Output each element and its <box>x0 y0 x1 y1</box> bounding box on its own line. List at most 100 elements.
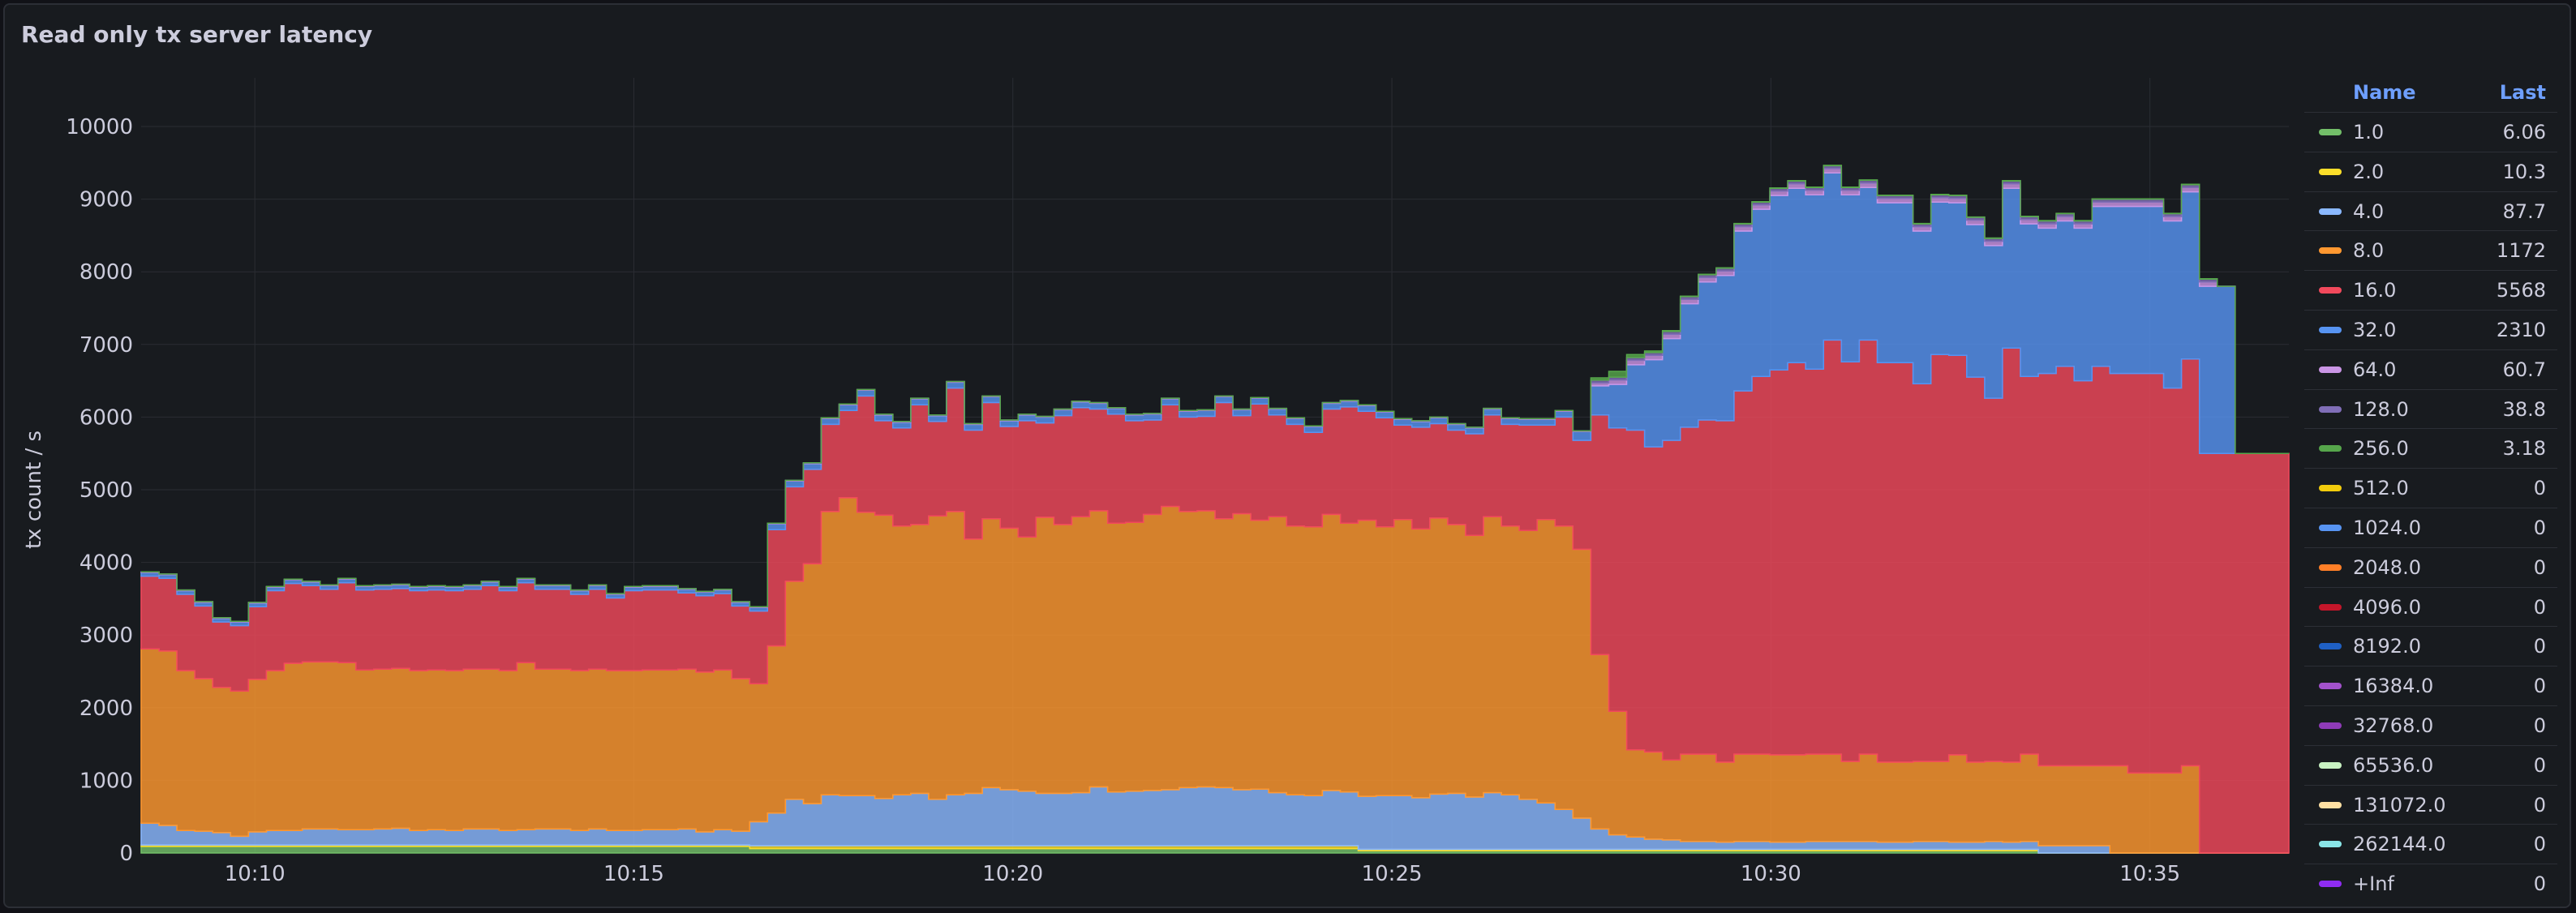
legend-swatch <box>2319 801 2342 808</box>
legend-series-name: 64.0 <box>2353 358 2397 381</box>
x-tick-label: 10:15 <box>603 862 664 886</box>
legend-series-last: 0 <box>2533 635 2546 658</box>
x-tick-label: 10:10 <box>225 862 286 886</box>
legend-swatch <box>2319 761 2342 769</box>
legend-series-last: 5568 <box>2496 279 2546 302</box>
legend-series-last: 60.7 <box>2502 358 2546 381</box>
legend-swatch <box>2319 445 2342 452</box>
legend-header-name[interactable]: Name <box>2353 81 2416 104</box>
legend-series-name: 4.0 <box>2353 199 2385 223</box>
x-tick-label: 10:20 <box>982 862 1043 886</box>
y-tick-label: 6000 <box>79 405 133 430</box>
panel-title: Read only tx server latency <box>21 21 373 48</box>
legend-row[interactable]: 32768.0 0 <box>2304 705 2557 745</box>
legend-series-name: 262144.0 <box>2353 833 2446 856</box>
legend-swatch <box>2319 485 2342 492</box>
legend-row[interactable]: 8.0 1172 <box>2304 230 2557 270</box>
legend-swatch <box>2319 405 2342 413</box>
legend-series-last: 0 <box>2533 477 2546 500</box>
legend-header-last[interactable]: Last <box>2499 81 2546 104</box>
legend-row[interactable]: 128.0 38.8 <box>2304 388 2557 429</box>
legend-series-name: 65536.0 <box>2353 753 2434 777</box>
legend-row[interactable]: 16.0 5568 <box>2304 270 2557 310</box>
legend-swatch <box>2319 524 2342 531</box>
legend-series-name: 16384.0 <box>2353 675 2434 698</box>
legend-series-name: 8192.0 <box>2353 635 2421 658</box>
legend-series-last: 0 <box>2533 714 2546 737</box>
series-area-256-0 <box>141 165 2289 622</box>
legend-series-name: 256.0 <box>2353 437 2409 461</box>
y-tick-label: 7000 <box>79 333 133 358</box>
legend-series-name: 1024.0 <box>2353 516 2421 539</box>
legend-series-last: 3.18 <box>2502 437 2546 461</box>
y-tick-label: 9000 <box>79 188 133 212</box>
legend-series-last: 0 <box>2533 793 2546 817</box>
legend-series-last: 0 <box>2533 872 2546 896</box>
legend-row[interactable]: 262144.0 0 <box>2304 824 2557 864</box>
legend-header: Name Last <box>2304 75 2557 112</box>
legend-swatch <box>2319 881 2342 888</box>
legend-swatch <box>2319 683 2342 690</box>
legend-row[interactable]: 64.0 60.7 <box>2304 349 2557 389</box>
y-tick-label: 0 <box>119 842 133 866</box>
legend-table: Name Last 1.0 6.06 2.0 10.3 4.0 87.7 8.0 1172 16… <box>2304 75 2557 903</box>
legend-series-name: 16.0 <box>2353 279 2397 302</box>
legend-swatch <box>2319 129 2342 135</box>
legend-series-last: 1172 <box>2496 239 2546 263</box>
legend-row[interactable]: +Inf 0 <box>2304 864 2557 903</box>
legend-row[interactable]: 2.0 10.3 <box>2304 151 2557 191</box>
legend-row[interactable]: 1.0 6.06 <box>2304 112 2557 152</box>
y-tick-label: 2000 <box>79 697 133 721</box>
x-tick-label: 10:30 <box>1741 862 1801 886</box>
legend-series-last: 0 <box>2533 595 2546 619</box>
legend-series-name: 512.0 <box>2353 477 2409 500</box>
legend-row[interactable]: 131072.0 0 <box>2304 784 2557 825</box>
legend-series-last: 0 <box>2533 753 2546 777</box>
legend-series-name: 131072.0 <box>2353 793 2446 817</box>
legend-series-name: 1.0 <box>2353 121 2385 144</box>
legend-swatch <box>2319 722 2342 729</box>
y-tick-label: 3000 <box>79 624 133 648</box>
legend-series-last: 0 <box>2533 833 2546 856</box>
legend-row[interactable]: 32.0 2310 <box>2304 309 2557 349</box>
y-axis-label: tx count / s <box>22 431 46 549</box>
legend-row[interactable]: 512.0 0 <box>2304 468 2557 508</box>
legend-swatch <box>2319 564 2342 571</box>
x-tick-label: 10:35 <box>2119 862 2180 886</box>
legend-swatch <box>2319 643 2342 650</box>
legend-swatch <box>2319 841 2342 848</box>
legend-row[interactable]: 16384.0 0 <box>2304 666 2557 705</box>
panel: Read only tx server latency 0 1000 2000 300… <box>3 3 2571 908</box>
legend-series-last: 6.06 <box>2502 121 2546 144</box>
y-tick-label: 8000 <box>79 260 133 285</box>
stacked-area-chart[interactable]: 0 1000 2000 3000 4000 5000 6000 7000 8000 9000 100… <box>5 5 2302 908</box>
legend-series-last: 10.3 <box>2502 160 2546 183</box>
legend-series-name: 32.0 <box>2353 318 2397 341</box>
legend-series-last: 0 <box>2533 675 2546 698</box>
legend-row[interactable]: 8192.0 0 <box>2304 626 2557 666</box>
legend-row[interactable]: 1024.0 0 <box>2304 507 2557 547</box>
legend-row[interactable]: 2048.0 0 <box>2304 547 2557 587</box>
legend-row[interactable]: 4.0 87.7 <box>2304 191 2557 231</box>
legend-swatch <box>2319 603 2342 611</box>
legend-swatch <box>2319 326 2342 333</box>
legend-row[interactable]: 256.0 3.18 <box>2304 428 2557 468</box>
legend-series-name: 32768.0 <box>2353 714 2434 737</box>
legend-series-last: 0 <box>2533 516 2546 539</box>
legend-swatch <box>2319 168 2342 175</box>
legend-series-last: 38.8 <box>2502 397 2546 421</box>
legend-series-name: 8.0 <box>2353 239 2385 263</box>
legend-series-name: +Inf <box>2353 872 2394 896</box>
legend-series-name: 2.0 <box>2353 160 2385 183</box>
legend-swatch <box>2319 366 2342 373</box>
y-tick-label: 5000 <box>79 478 133 503</box>
legend-series-name: 4096.0 <box>2353 595 2421 619</box>
legend-series-last: 0 <box>2533 555 2546 579</box>
legend-row[interactable]: 65536.0 0 <box>2304 744 2557 785</box>
legend-swatch <box>2319 287 2342 294</box>
legend-swatch <box>2319 247 2342 255</box>
legend-row[interactable]: 4096.0 0 <box>2304 586 2557 627</box>
y-tick-label: 4000 <box>79 551 133 576</box>
x-tick-label: 10:25 <box>1362 862 1423 886</box>
legend-series-last: 2310 <box>2496 318 2546 341</box>
